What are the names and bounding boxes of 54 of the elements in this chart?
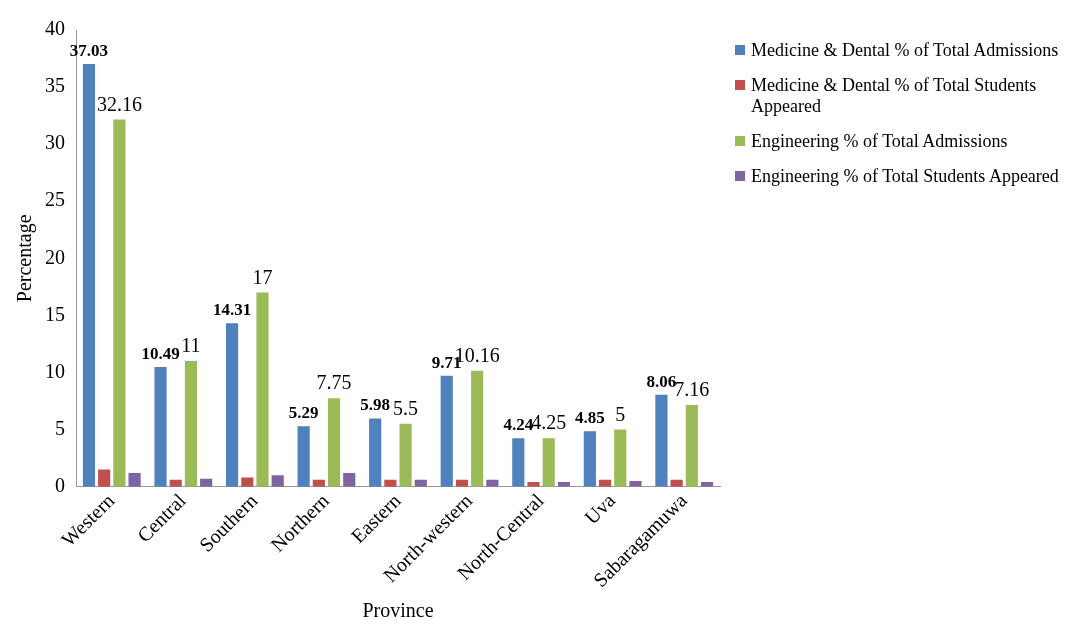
data-label: 4.25 (531, 411, 567, 434)
bar (614, 429, 627, 487)
bar (685, 404, 698, 487)
data-label: 5.98 (360, 395, 391, 415)
data-label: 5.5 (393, 397, 419, 420)
bar (512, 438, 525, 487)
bar (655, 394, 668, 487)
bar (82, 63, 96, 487)
bar (343, 472, 356, 487)
bar (327, 398, 341, 487)
bar (128, 472, 141, 487)
y-tick-label: 20 (45, 245, 65, 268)
bar (113, 119, 126, 487)
data-label: 11 (181, 334, 201, 357)
legend-label: Engineering % of Total Students Appeared (751, 166, 1059, 187)
data-label: 37.03 (69, 40, 109, 60)
data-label: 5 (615, 402, 626, 425)
data-label: 4.85 (574, 408, 605, 428)
bar (271, 475, 284, 487)
bar (226, 323, 239, 487)
bar (98, 469, 111, 487)
data-label: 5.29 (288, 403, 319, 423)
y-tick-label: 30 (45, 131, 65, 154)
bar (184, 361, 198, 487)
y-tick-label: 10 (45, 359, 65, 382)
data-label: 14.31 (212, 300, 252, 320)
bar (542, 438, 555, 487)
data-label: 4.24 (503, 415, 534, 435)
y-tick-label: 5 (55, 416, 65, 439)
bar (527, 482, 540, 487)
data-label: 8.06 (646, 371, 677, 391)
bar (399, 423, 412, 487)
bar (440, 375, 453, 487)
y-tick-label: 35 (45, 74, 65, 97)
y-tick-label: 25 (45, 188, 65, 211)
bar (471, 370, 484, 487)
legend-label: Medicine & Dental % of Total Admissions (751, 40, 1059, 61)
x-axis-title: Province (362, 599, 434, 622)
bar (629, 480, 642, 487)
data-label: 7.75 (316, 371, 352, 394)
data-label: 17 (252, 265, 273, 288)
bar (256, 292, 269, 487)
legend-label: Medicine & Dental % of Total Students Appeared (751, 75, 1038, 117)
bar (583, 431, 596, 487)
y-axis-title: Percentage (13, 214, 37, 303)
y-tick-label: 40 (45, 17, 65, 40)
bar (297, 426, 310, 487)
bar (154, 366, 167, 487)
bar (369, 418, 382, 487)
data-label: 32.16 (96, 92, 142, 115)
y-tick-label: 0 (55, 473, 65, 496)
data-label: 10.49 (141, 343, 180, 363)
legend-label: Engineering % of Total Admissions (751, 131, 1008, 152)
y-tick-label: 15 (45, 302, 65, 325)
